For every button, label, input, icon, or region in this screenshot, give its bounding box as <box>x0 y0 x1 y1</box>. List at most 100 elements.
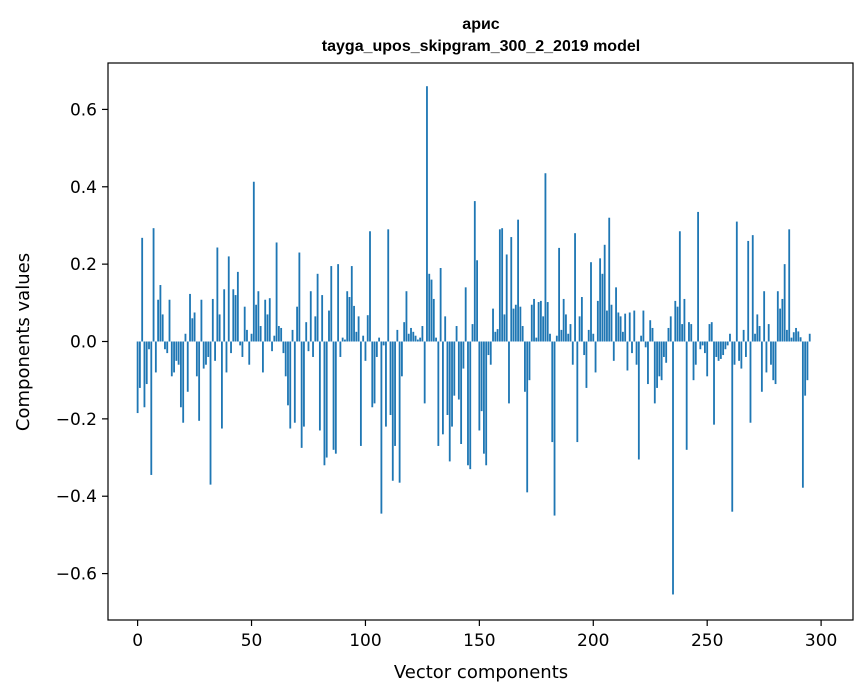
bar-component-16 <box>173 341 175 373</box>
x-tick-label: 100 <box>349 631 381 651</box>
bar-component-161 <box>503 314 506 342</box>
bar-component-75 <box>307 341 310 352</box>
bar-component-88 <box>337 264 340 342</box>
bar-component-97 <box>357 316 360 342</box>
bar-component-25 <box>193 312 196 342</box>
plot-area-frame <box>107 62 854 621</box>
bar-component-179 <box>544 173 547 342</box>
bar-component-40 <box>227 256 230 342</box>
bar-component-257 <box>722 341 725 356</box>
bar-component-287 <box>790 337 793 342</box>
x-tick-label: 0 <box>132 631 143 651</box>
bar-component-3 <box>143 341 146 408</box>
bar-component-175 <box>535 337 538 342</box>
bar-component-285 <box>786 329 788 342</box>
bar-component-4 <box>145 341 148 385</box>
bar-component-251 <box>708 324 711 342</box>
bar-component-124 <box>419 337 422 342</box>
bar-component-236 <box>674 300 677 342</box>
bar-component-94 <box>350 266 353 342</box>
bar-component-222 <box>642 310 645 342</box>
bar-component-162 <box>505 254 508 342</box>
bar-component-31 <box>207 341 210 357</box>
bar-component-247 <box>699 341 702 350</box>
bar-component-207 <box>608 217 611 342</box>
bar-component-69 <box>293 341 296 423</box>
bar-component-122 <box>414 335 417 342</box>
bar-component-210 <box>615 287 617 342</box>
bar-component-214 <box>624 313 627 342</box>
bar-component-288 <box>792 332 795 342</box>
bar-component-104 <box>373 341 376 404</box>
bar-component-23 <box>189 293 191 342</box>
bar-component-241 <box>685 341 688 450</box>
bar-component-173 <box>530 304 533 342</box>
bar-component-12 <box>164 341 166 350</box>
bar-component-134 <box>442 341 444 435</box>
bar-component-206 <box>606 310 608 342</box>
bar-component-230 <box>660 341 663 381</box>
bar-component-45 <box>239 341 242 346</box>
bar-component-243 <box>690 324 693 342</box>
bar-component-35 <box>216 247 219 342</box>
bar-component-24 <box>191 318 194 342</box>
bar-component-55 <box>262 341 264 373</box>
bar-component-235 <box>672 341 674 595</box>
bar-component-262 <box>733 341 736 365</box>
bar-component-293 <box>804 341 807 396</box>
bar-component-233 <box>667 327 670 342</box>
bar-component-56 <box>264 299 267 342</box>
bar-component-266 <box>742 329 745 342</box>
bar-component-256 <box>719 341 722 359</box>
bar-component-28 <box>200 299 203 342</box>
bar-component-267 <box>745 341 747 357</box>
bar-component-70 <box>296 306 299 342</box>
bar-component-137 <box>448 341 451 462</box>
bar-component-86 <box>332 341 335 450</box>
bar-component-201 <box>594 341 597 373</box>
bar-component-274 <box>760 341 763 392</box>
bar-component-108 <box>382 341 385 346</box>
bar-component-60 <box>273 335 276 342</box>
bar-component-34 <box>214 341 216 361</box>
bar-component-145 <box>467 341 469 466</box>
y-tick-label: −0.4 <box>56 487 97 507</box>
bar-component-41 <box>230 341 232 354</box>
bar-component-101 <box>366 315 369 342</box>
bar-component-114 <box>396 329 399 342</box>
bar-component-48 <box>246 329 248 342</box>
bar-component-275 <box>763 291 766 342</box>
bar-component-225 <box>649 320 652 342</box>
bar-component-238 <box>678 231 681 342</box>
bar-component-78 <box>314 316 317 342</box>
bar-component-185 <box>558 247 561 342</box>
bar-component-38 <box>223 289 226 342</box>
bar-component-5 <box>148 341 150 350</box>
bar-component-153 <box>485 341 488 466</box>
bar-component-127 <box>426 86 428 342</box>
bar-component-66 <box>287 341 289 406</box>
bar-component-112 <box>391 341 394 481</box>
bar-component-228 <box>656 341 658 388</box>
bar-component-113 <box>394 341 396 446</box>
bar-component-281 <box>776 291 779 342</box>
bar-component-158 <box>496 329 499 342</box>
bar-component-282 <box>779 308 781 342</box>
bar-component-110 <box>387 229 390 342</box>
bar-component-143 <box>462 341 465 369</box>
bar-component-187 <box>562 298 565 342</box>
bar-component-177 <box>539 300 542 342</box>
bar-component-7 <box>152 228 155 342</box>
bar-component-156 <box>492 308 494 342</box>
x-tick-label: 50 <box>241 631 263 651</box>
bar-component-141 <box>457 341 460 400</box>
bar-component-10 <box>159 285 162 342</box>
bar-component-63 <box>280 327 283 342</box>
bar-component-284 <box>783 264 786 342</box>
bar-component-73 <box>303 341 305 427</box>
bar-component-13 <box>166 341 169 354</box>
bar-component-43 <box>234 295 237 342</box>
bar-component-77 <box>312 341 314 357</box>
bar-component-166 <box>514 304 517 342</box>
